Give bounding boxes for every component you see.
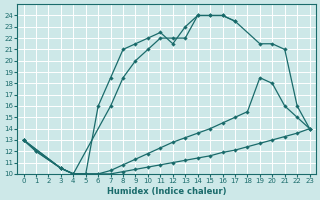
X-axis label: Humidex (Indice chaleur): Humidex (Indice chaleur) bbox=[107, 187, 226, 196]
